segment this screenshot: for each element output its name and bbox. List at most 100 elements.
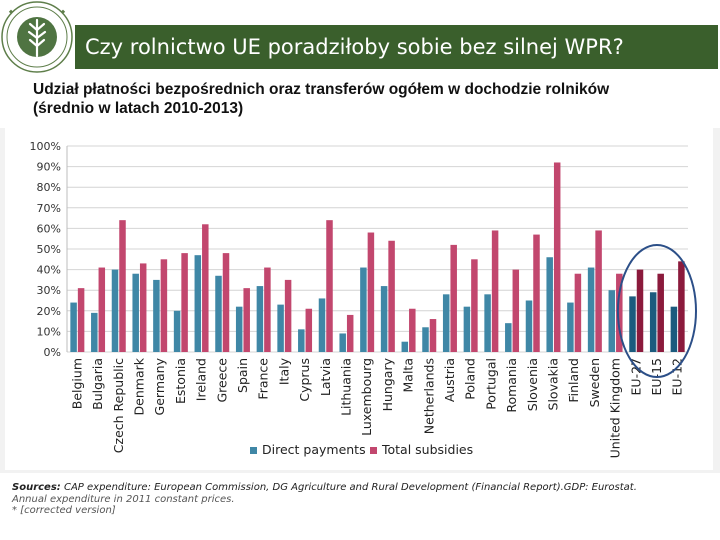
bar-total-subsidies	[119, 220, 126, 352]
x-tick-label: Malta	[401, 358, 416, 392]
x-axis-tick-labels: Belgium Bulgaria Czech Republic Denmark Germ…	[69, 357, 684, 458]
x-tick-label: Sweden	[587, 358, 602, 407]
x-tick-label: Cyprus	[297, 358, 312, 402]
x-tick-label: Denmark	[131, 357, 146, 415]
x-tick-label: Slovenia	[525, 358, 540, 411]
bar-total-subsidies	[346, 314, 354, 352]
bar-total-subsidies	[98, 267, 106, 352]
bar-total-subsidies	[181, 253, 188, 352]
bar-direct-payments	[360, 267, 367, 352]
bar-total-subsidies	[553, 162, 561, 352]
sources-label: Sources:	[12, 482, 61, 493]
bar-direct-payments	[215, 275, 222, 352]
bar-direct-payments	[567, 302, 574, 352]
y-axis-tick-labels: 0% 10% 20% 30% 40% 50% 60% 70% 80% 90% 100%	[30, 140, 61, 359]
bar-direct-payments	[153, 279, 160, 352]
bar-direct-payments	[339, 333, 346, 352]
x-tick-label: Italy	[276, 357, 291, 385]
x-tick-label: Luxembourg	[359, 358, 374, 436]
bar-direct-payments	[670, 306, 678, 352]
sources-note: Sources: CAP expenditure: European Commi…	[12, 482, 712, 517]
x-tick-label: Portugal	[483, 358, 498, 410]
bar-total-subsidies	[139, 263, 147, 352]
x-tick-label: Romania	[504, 358, 519, 413]
x-tick-label: France	[256, 358, 271, 400]
x-tick-label: Poland	[463, 358, 478, 400]
x-tick-label: Germany	[152, 357, 167, 415]
x-tick-label: Belgium	[69, 358, 84, 409]
x-tick-label: Latvia	[318, 358, 333, 396]
bar-total-subsidies	[305, 308, 313, 352]
chart-subtitle: Udział płatności bezpośrednich oraz tran…	[33, 80, 713, 118]
bar-direct-payments	[422, 327, 429, 352]
bar-total-subsidies	[491, 230, 499, 352]
bar-direct-payments	[401, 341, 409, 352]
legend-swatch-total-subsidies	[370, 447, 377, 454]
x-tick-label: Netherlands	[421, 358, 436, 434]
bar-total-subsidies	[512, 269, 520, 352]
bar-direct-payments	[298, 329, 305, 352]
bar-direct-payments	[484, 294, 491, 352]
legend-swatch-direct-payments	[250, 447, 257, 454]
bars	[70, 162, 685, 352]
sources-line-2: Annual expenditure in 2011 constant pric…	[12, 493, 235, 505]
x-tick-label: Hungary	[380, 357, 395, 411]
bar-total-subsidies	[595, 230, 602, 352]
y-tick-label: 40%	[37, 264, 61, 277]
bar-direct-payments	[380, 286, 388, 352]
x-tick-label: EU-12	[670, 358, 685, 395]
bar-chart: 0% 10% 20% 30% 40% 50% 60% 70% 80% 90% 100% Belgiu…	[30, 140, 698, 458]
x-tick-label: Bulgaria	[90, 358, 105, 410]
y-tick-label: 20%	[37, 305, 61, 318]
grid-lines	[66, 145, 688, 353]
sources-text: CAP expenditure: European Commission, DG…	[60, 482, 637, 493]
bar-total-subsidies	[326, 220, 333, 352]
bar-direct-payments	[608, 290, 616, 352]
bar-direct-payments	[256, 286, 264, 352]
y-tick-label: 50%	[37, 243, 61, 256]
bar-direct-payments	[463, 306, 471, 352]
bar-total-subsidies	[284, 279, 292, 352]
bar-total-subsidies	[533, 234, 540, 352]
x-tick-label: Spain	[235, 358, 250, 393]
x-tick-label: Lithuania	[338, 358, 353, 416]
y-tick-label: 90%	[37, 161, 61, 174]
subtitle-line-1: Udział płatności bezpośrednich oraz tran…	[33, 81, 610, 98]
bar-direct-payments	[587, 267, 595, 352]
bar-total-subsidies	[243, 288, 250, 352]
bar-direct-payments	[442, 294, 450, 352]
x-tick-label: Greece	[214, 358, 229, 403]
y-tick-label: 80%	[37, 181, 61, 194]
legend-label-direct-payments: Direct payments	[262, 442, 366, 457]
bar-total-subsidies	[160, 259, 168, 352]
x-tick-label: Slovakia	[545, 358, 560, 410]
bar-total-subsidies	[636, 269, 644, 352]
page-title: Czy rolnictwo UE poradziłoby sobie bez s…	[85, 35, 624, 59]
bar-total-subsidies	[678, 261, 685, 352]
y-tick-label: 70%	[37, 202, 61, 215]
bar-total-subsidies	[616, 273, 623, 352]
x-tick-label: Finland	[566, 358, 581, 403]
x-tick-label: Estonia	[173, 358, 188, 404]
bar-direct-payments	[318, 298, 326, 352]
bar-direct-payments	[629, 296, 636, 352]
bar-total-subsidies	[222, 253, 230, 352]
bar-direct-payments	[132, 273, 139, 352]
y-tick-label: 60%	[37, 222, 61, 235]
bar-total-subsidies	[264, 267, 271, 352]
bar-direct-payments	[111, 269, 119, 352]
slide-header: Czy rolnictwo UE poradziłoby sobie bez s…	[0, 0, 720, 75]
legend: Direct payments Total subsidies	[250, 442, 473, 457]
bar-direct-payments	[277, 304, 284, 352]
bar-total-subsidies	[409, 308, 416, 352]
x-tick-label: Czech Republic	[111, 358, 126, 453]
bar-total-subsidies	[202, 224, 209, 352]
sources-line-3: * [corrected version]	[12, 505, 116, 516]
bar-direct-payments	[173, 310, 181, 352]
bar-direct-payments	[70, 302, 77, 352]
legend-label-total-subsidies: Total subsidies	[381, 442, 473, 457]
x-tick-label: EU-27	[628, 358, 643, 395]
title-bar	[75, 25, 718, 69]
bar-direct-payments	[194, 255, 202, 352]
bar-direct-payments	[649, 292, 657, 352]
